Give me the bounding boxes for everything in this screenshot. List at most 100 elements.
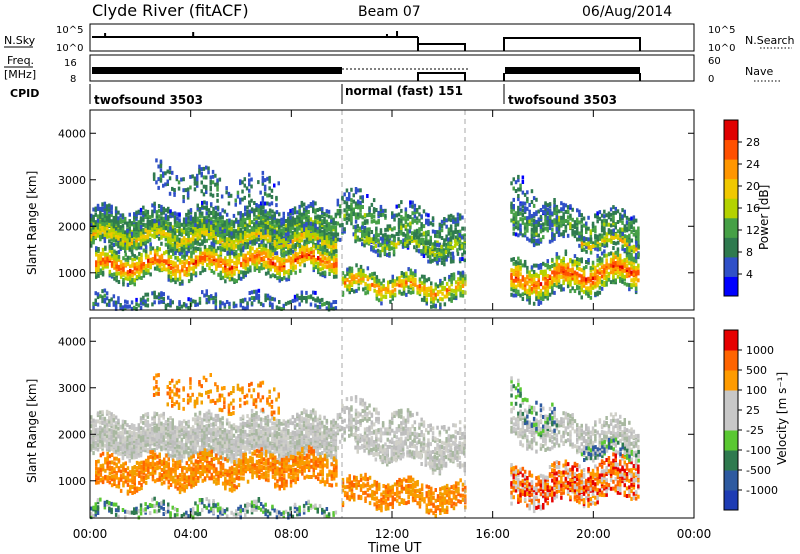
power-cell [187, 209, 190, 214]
power-cell [450, 273, 453, 277]
power-cell [580, 284, 583, 289]
power-cell [576, 277, 579, 282]
power-cell [402, 286, 406, 291]
power-cell [110, 219, 113, 224]
power-cell [258, 257, 261, 262]
power-cell [366, 227, 369, 232]
power-cell [259, 301, 263, 306]
power-cell [379, 236, 383, 241]
power-cell [219, 270, 223, 275]
power-cell [566, 267, 570, 272]
power-cell [530, 230, 534, 235]
power-cell [201, 203, 204, 208]
power-cell [149, 261, 152, 266]
power-cell [409, 283, 413, 288]
power-cell [110, 250, 114, 255]
power-cell [259, 209, 263, 214]
power-cell [268, 208, 272, 213]
power-cell [97, 273, 100, 278]
power-cell [535, 289, 538, 294]
power-cell [571, 228, 574, 233]
power-cell [103, 235, 107, 240]
power-cell [246, 223, 249, 228]
power-cell [392, 252, 396, 257]
power-cell [596, 282, 599, 287]
power-cell [178, 212, 181, 217]
power-cell [388, 224, 392, 229]
power-cell [298, 239, 301, 243]
power-cell [445, 218, 448, 223]
power-cell [461, 280, 465, 284]
power-cell [212, 213, 215, 218]
power-cell [278, 236, 281, 241]
power-cell [262, 209, 265, 214]
power-cell [364, 291, 367, 296]
power-cell [609, 207, 613, 212]
power-cell [115, 267, 118, 272]
power-cell [221, 219, 224, 224]
freq-band-a [92, 67, 342, 74]
power-cell [174, 255, 177, 260]
power-cell [397, 232, 400, 237]
power-cell [237, 235, 240, 240]
power-cell [169, 229, 172, 234]
power-cell [316, 235, 319, 240]
power-cell [180, 177, 183, 182]
power-cell [257, 230, 261, 235]
power-cell [530, 218, 534, 223]
power-cell [259, 223, 263, 227]
power-cell [429, 248, 432, 253]
power-cell [445, 224, 448, 229]
nave-label: Nave [745, 65, 773, 78]
power-cell [400, 226, 403, 230]
power-cell [117, 236, 120, 241]
power-cell [535, 291, 538, 296]
power-cell [411, 282, 415, 287]
power-cell [305, 254, 309, 259]
power-cell [169, 209, 172, 214]
power-cell [327, 240, 331, 245]
power-cell [110, 210, 113, 215]
power-cell [298, 204, 301, 209]
power-cell [115, 275, 118, 280]
power-cell [155, 223, 159, 228]
power-cell [546, 226, 549, 231]
power-cell [334, 232, 338, 237]
power-cell [260, 262, 263, 267]
power-cell [612, 257, 615, 262]
power-cell [233, 278, 236, 283]
power-cell [151, 218, 154, 223]
power-cell [365, 235, 369, 240]
power-cell [289, 211, 292, 216]
power-cell [323, 256, 327, 261]
power-cell [182, 217, 186, 222]
power-cell [282, 243, 285, 248]
power-cell [248, 182, 251, 187]
power-cell [404, 213, 408, 218]
power-cell [440, 252, 443, 256]
power-cell [133, 222, 136, 227]
power-cell [325, 235, 329, 240]
power-cell [237, 276, 241, 281]
power-cell [335, 268, 338, 273]
power-cell [457, 277, 460, 282]
power-cell [375, 220, 378, 225]
power-cell [395, 242, 398, 247]
power-cell [459, 276, 462, 281]
power-cell [359, 214, 362, 219]
power-cell [246, 238, 249, 243]
power-cell [609, 251, 613, 256]
power-cell [142, 262, 146, 266]
power-cell [544, 226, 547, 231]
power-cell [104, 262, 107, 267]
power-cell [110, 204, 113, 209]
power-cell [350, 277, 354, 282]
power-cell [371, 276, 374, 281]
power-cell [330, 232, 333, 236]
power-cell [215, 252, 218, 256]
power-cell [124, 252, 127, 257]
power-cell [312, 254, 315, 259]
power-cell [607, 265, 611, 270]
power-cell [223, 209, 227, 214]
power-cell [142, 210, 145, 215]
